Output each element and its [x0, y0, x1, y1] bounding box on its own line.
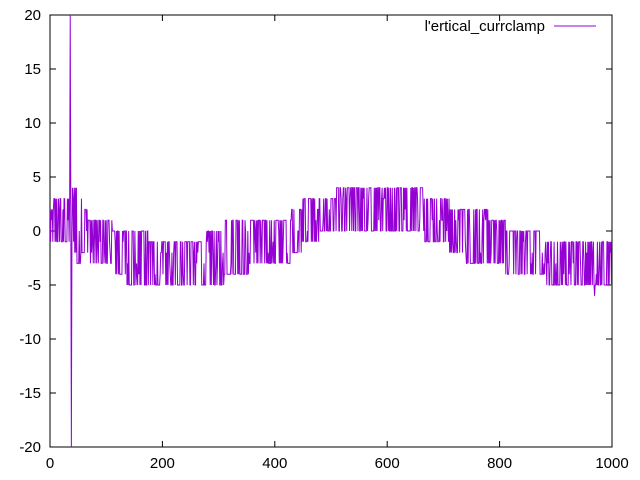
axis-tick-labels: 0 200 400 600 800 1000 -20 -15 -10 -5 0 5 10 15 20	[19, 7, 628, 472]
x-tick-label: 200	[150, 455, 175, 472]
y-tick-label: -5	[28, 277, 41, 294]
y-tick-label: 10	[24, 115, 41, 132]
y-tick-label: 0	[33, 223, 41, 240]
axis-ticks	[49, 14, 613, 448]
x-tick-label: 600	[375, 455, 400, 472]
x-tick-label: 800	[487, 455, 512, 472]
legend-label: l'ertical_currclamp	[425, 18, 545, 35]
y-tick-label: 20	[24, 7, 41, 24]
y-tick-label: -20	[19, 439, 41, 456]
legend: l'ertical_currclamp	[425, 18, 596, 35]
series-line	[50, 15, 612, 447]
y-tick-label: -10	[19, 331, 41, 348]
y-tick-label: -15	[19, 385, 41, 402]
x-tick-label: 0	[46, 455, 54, 472]
y-tick-label: 15	[24, 61, 41, 78]
y-tick-label: 5	[33, 169, 41, 186]
x-tick-label: 400	[262, 455, 287, 472]
series-layer	[50, 15, 612, 447]
x-tick-label: 1000	[595, 455, 628, 472]
